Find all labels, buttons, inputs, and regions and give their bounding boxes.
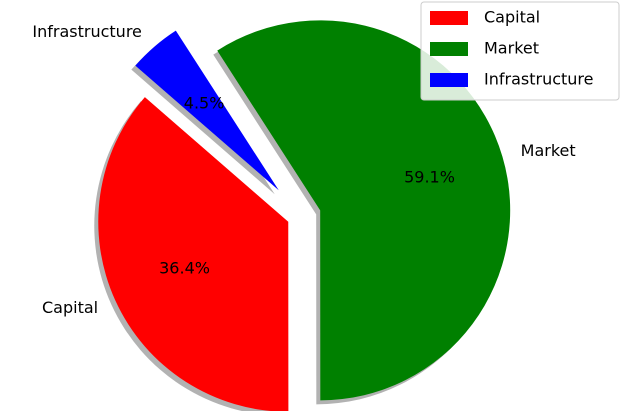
slices	[98, 20, 511, 411]
slice	[217, 20, 511, 401]
legend: Capital Market Infrastructure	[420, 1, 620, 101]
percent-label: 4.5%	[184, 94, 225, 113]
legend-label: Infrastructure	[484, 70, 593, 89]
slice-label: Market	[521, 141, 576, 160]
slice-label: Capital	[42, 298, 98, 317]
legend-label: Capital	[484, 8, 540, 27]
slice	[98, 97, 289, 411]
legend-swatch	[430, 42, 468, 56]
legend-swatch	[430, 11, 468, 25]
percent-label: 36.4%	[159, 259, 210, 278]
slice-label: Infrastructure	[32, 22, 141, 41]
legend-label: Market	[484, 39, 539, 58]
percent-label: 59.1%	[404, 168, 455, 187]
labels: Capital 36.4% Market 59.1% Infrastructure 4.5…	[32, 22, 575, 317]
legend-box	[420, 1, 620, 101]
slice	[135, 30, 279, 191]
legend-swatch	[430, 73, 468, 87]
